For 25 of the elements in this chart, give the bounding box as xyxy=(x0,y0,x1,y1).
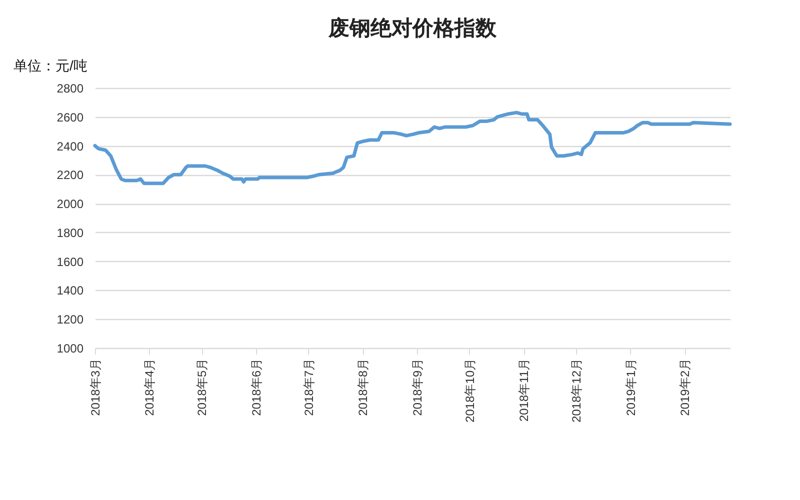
y-tick-label: 2800 xyxy=(56,82,84,96)
x-tick-label: 2018年8月 xyxy=(356,358,370,416)
x-tick-label: 2019年1月 xyxy=(624,358,638,416)
y-tick-label: 1600 xyxy=(56,254,84,269)
x-tick-label: 2018年11月 xyxy=(517,358,532,422)
y-tick-label: 1200 xyxy=(56,312,84,327)
x-tick-label: 2018年4月 xyxy=(142,358,157,416)
line-series xyxy=(93,110,732,186)
y-tick-label: 1800 xyxy=(56,226,84,240)
x-tick-label: 2018年6月 xyxy=(249,358,264,416)
y-tick-label: 1000 xyxy=(56,342,84,356)
y-tick-label: 1400 xyxy=(56,284,84,298)
y-axis-title: 单位：元/吨 xyxy=(14,58,88,74)
x-tick-label: 2018年7月 xyxy=(302,358,316,416)
x-tick-label: 2018年5月 xyxy=(195,358,210,416)
x-tick-label: 2018年9月 xyxy=(410,358,424,416)
y-tick-label: 2000 xyxy=(56,197,84,212)
y-tick-label: 2400 xyxy=(56,139,84,154)
y-tick-label: 2600 xyxy=(56,110,84,124)
x-tick-label: 2018年3月 xyxy=(88,358,102,416)
x-tick-label: 2018年12月 xyxy=(570,358,584,423)
chart-title: 废钢绝对价格指数 xyxy=(328,15,498,40)
x-tick-label: 2019年2月 xyxy=(678,358,692,416)
y-tick-label: 2200 xyxy=(56,168,84,182)
x-tick-label: 2018年10月 xyxy=(462,358,477,423)
